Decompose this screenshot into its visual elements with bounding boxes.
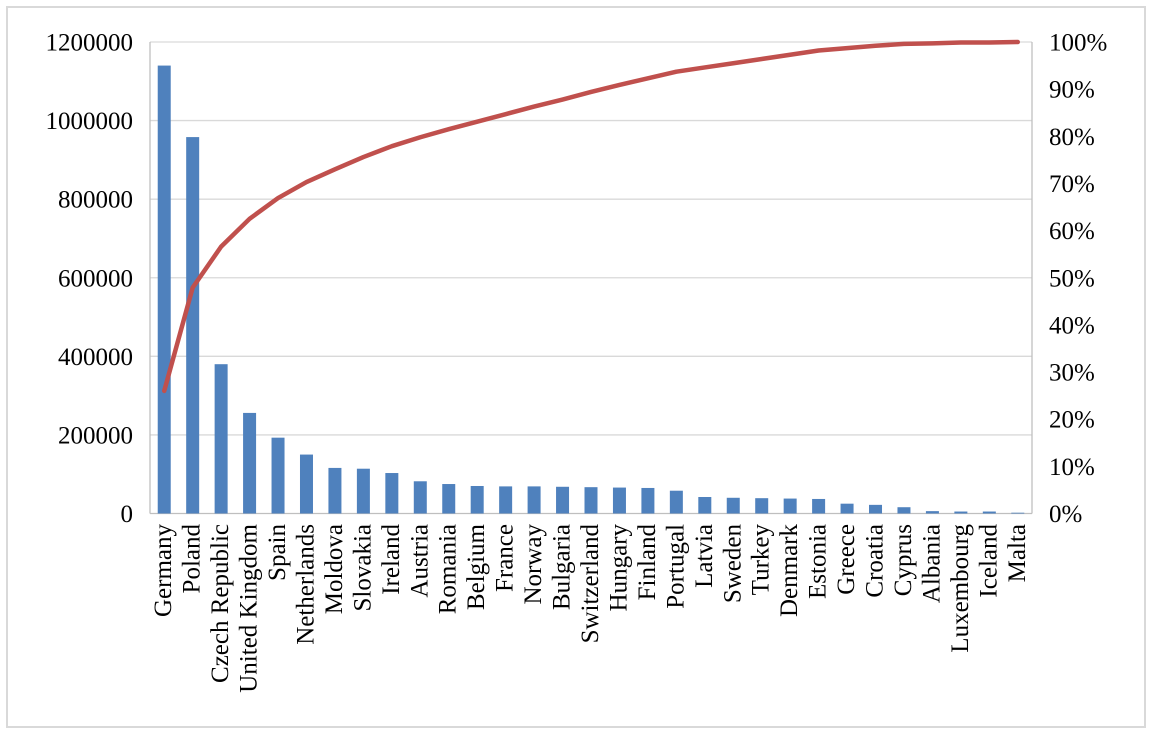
y-axis-left-tick-label: 1200000: [46, 30, 134, 57]
x-axis-label-iceland: Iceland: [975, 524, 1002, 598]
x-axis-label-france: France: [492, 524, 519, 592]
y-axis-left-tick-label: 400000: [58, 344, 133, 371]
y-axis-right-tick-label: 70%: [1049, 171, 1095, 198]
x-axis-label-czech-republic: Czech Republic: [207, 524, 234, 683]
y-axis-left-tick-label: 1000000: [46, 108, 134, 135]
x-axis-label-latvia: Latvia: [691, 524, 718, 588]
x-axis-label-switzerland: Switzerland: [577, 524, 604, 644]
x-axis-label-poland: Poland: [179, 524, 206, 594]
y-axis-left-tick-label: 600000: [58, 265, 133, 292]
cumulative-line: [161, 39, 1021, 394]
bar-belgium: [470, 485, 484, 514]
bar-france: [499, 486, 513, 514]
bar-portugal: [669, 490, 683, 514]
x-axis-label-portugal: Portugal: [662, 524, 689, 609]
bar-romania: [442, 484, 456, 514]
x-axis-label-bulgaria: Bulgaria: [549, 524, 576, 610]
bar-norway: [527, 486, 541, 514]
bar-ireland: [385, 473, 399, 514]
bar-slovakia: [356, 468, 370, 514]
bar-spain: [271, 437, 285, 514]
bar-united-kingdom: [243, 412, 257, 514]
x-axis-label-denmark: Denmark: [776, 524, 803, 618]
y-axis-right-tick-label: 60%: [1049, 218, 1095, 245]
bar-estonia: [812, 498, 826, 514]
y-axis-right-tick-label: 40%: [1049, 312, 1095, 339]
y-axis-right-tick-label: 100%: [1049, 30, 1107, 57]
bar-austria: [413, 481, 427, 514]
x-axis-label-norway: Norway: [520, 524, 547, 605]
bar-malta: [1011, 512, 1025, 514]
bar-denmark: [783, 498, 797, 514]
bar-netherlands: [299, 454, 313, 514]
bar-finland: [641, 487, 655, 514]
bar-hungary: [612, 487, 626, 514]
y-axis-right-tick-label: 30%: [1049, 360, 1095, 387]
bar-albania: [925, 511, 939, 514]
bar-greece: [840, 503, 854, 514]
bar-cyprus: [897, 507, 911, 514]
x-axis-label-ireland: Ireland: [378, 524, 405, 595]
x-axis-label-united-kingdom: United Kingdom: [236, 523, 263, 692]
bar-switzerland: [584, 487, 598, 514]
x-axis-label-greece: Greece: [833, 524, 860, 595]
x-axis-label-luxembourg: Luxembourg: [947, 524, 974, 653]
y-axis-left-tick-label: 800000: [58, 187, 133, 214]
y-axis-right-tick-label: 0%: [1049, 501, 1082, 528]
x-axis-label-estonia: Estonia: [805, 524, 832, 599]
bar-iceland: [982, 511, 996, 514]
x-axis-label-cyprus: Cyprus: [890, 524, 917, 596]
x-axis-label-germany: Germany: [150, 524, 177, 618]
x-axis-label-slovakia: Slovakia: [349, 524, 376, 612]
x-axis-label-netherlands: Netherlands: [292, 524, 319, 645]
bar-bulgaria: [556, 486, 570, 514]
y-axis-right-tick-label: 10%: [1049, 454, 1095, 481]
y-axis-left-tick-label: 0: [121, 501, 134, 528]
x-axis-label-moldova: Moldova: [321, 524, 348, 614]
x-axis-label-belgium: Belgium: [463, 523, 490, 610]
bar-germany: [157, 65, 171, 514]
bar-croatia: [869, 504, 883, 514]
y-axis-left-tick-label: 200000: [58, 422, 133, 449]
y-axis-right-tick-label: 80%: [1049, 124, 1095, 151]
bar-sweden: [726, 497, 740, 514]
x-axis-label-austria: Austria: [406, 524, 433, 598]
y-axis-right-tick-label: 90%: [1049, 77, 1095, 104]
x-axis-label-turkey: Turkey: [748, 524, 775, 596]
x-axis-label-finland: Finland: [634, 524, 661, 601]
x-axis-label-albania: Albania: [918, 524, 945, 603]
bar-latvia: [698, 496, 712, 514]
bar-turkey: [755, 498, 769, 514]
x-axis-label-spain: Spain: [264, 524, 291, 581]
bar-poland: [186, 137, 200, 514]
x-axis-label-sweden: Sweden: [719, 524, 746, 604]
x-axis-label-malta: Malta: [1004, 524, 1031, 582]
bar-luxembourg: [954, 511, 968, 514]
x-axis-label-romania: Romania: [435, 524, 462, 614]
y-axis-right-tick-label: 20%: [1049, 407, 1095, 434]
bar-moldova: [328, 467, 342, 514]
y-axis-right-tick-label: 50%: [1049, 265, 1095, 292]
x-axis-label-hungary: Hungary: [605, 524, 632, 612]
x-axis-label-croatia: Croatia: [862, 524, 889, 598]
bar-czech-republic: [214, 364, 228, 514]
